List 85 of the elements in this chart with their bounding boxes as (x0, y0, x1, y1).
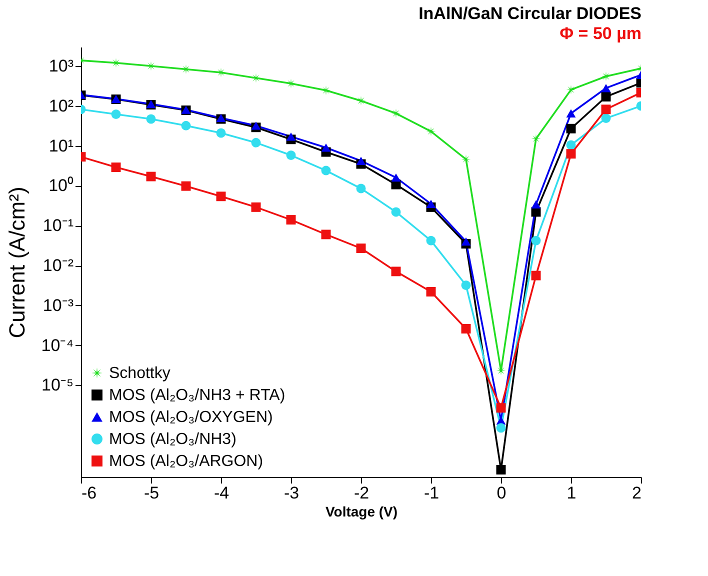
point (391, 108, 401, 118)
point (286, 78, 296, 88)
point (146, 172, 156, 182)
point (566, 109, 576, 118)
point (251, 73, 261, 83)
point (426, 287, 436, 296)
point (461, 237, 471, 246)
y-tick-label: 10⁻² (42, 256, 74, 276)
point (111, 109, 121, 119)
point (461, 280, 471, 290)
point (426, 200, 436, 208)
point (531, 134, 541, 144)
x-tick-label: -3 (284, 484, 300, 502)
chart-subtitle: Φ = 50 µm (560, 24, 642, 43)
point (181, 181, 191, 191)
point (251, 138, 261, 148)
point (601, 72, 611, 82)
point (321, 230, 331, 240)
point (461, 154, 471, 164)
point (601, 114, 611, 124)
point (321, 144, 331, 152)
y-tick-label: 10⁻³ (42, 296, 74, 315)
x-tick-label: -5 (144, 484, 160, 502)
point (321, 166, 331, 176)
point (391, 266, 401, 276)
point (601, 92, 611, 102)
point (531, 200, 541, 209)
x-tick-label: 1 (566, 484, 576, 502)
point (356, 96, 366, 106)
point (286, 215, 296, 225)
y-tick-label: 10¹ (48, 136, 74, 156)
x-tick-label: -1 (424, 484, 440, 502)
legend-label: MOS (Al₂O₃/OXYGEN) (109, 409, 273, 426)
x-tick-label: 2 (632, 484, 642, 502)
point (111, 58, 121, 68)
point (391, 207, 401, 217)
legend-label: MOS (Al₂O₃/NH3 + RTA) (109, 387, 286, 404)
legend-label: MOS (Al₂O₃/NH3) (109, 431, 236, 448)
point (251, 122, 261, 130)
point (426, 236, 436, 246)
y-axis-title: Current (A/cm²) (4, 186, 30, 338)
point (566, 140, 576, 150)
point (566, 149, 576, 159)
legend-label: MOS (Al₂O₃/ARGON) (109, 453, 264, 470)
point (216, 128, 226, 138)
point (146, 114, 156, 124)
x-tick-label: -2 (354, 484, 370, 502)
x-tick-label: 0 (496, 484, 506, 502)
chart-title: InAlN/GaN Circular DIODES (418, 4, 642, 23)
point (251, 202, 261, 212)
point (286, 132, 296, 141)
y-tick-label: 10⁰ (48, 176, 74, 196)
point (216, 192, 226, 202)
point (531, 270, 541, 280)
point (496, 366, 506, 376)
point (111, 162, 121, 172)
point (356, 184, 366, 194)
point (146, 61, 156, 71)
y-tick-label: 10⁻¹ (42, 216, 74, 236)
point (601, 104, 611, 114)
x-axis-title: Voltage (V) (325, 504, 398, 520)
y-tick-label: 10⁻⁴ (41, 336, 74, 355)
point (566, 124, 576, 134)
point (566, 84, 576, 94)
point (426, 126, 436, 136)
y-tick-label: 10³ (48, 56, 74, 76)
legend-label: Schottky (109, 365, 170, 382)
point (356, 244, 366, 254)
point (496, 465, 506, 474)
point (286, 150, 296, 160)
point (461, 324, 471, 334)
point (601, 84, 611, 92)
point (391, 173, 401, 182)
y-tick-label: 10⁻⁵ (42, 376, 74, 395)
point (496, 403, 506, 413)
point (531, 236, 541, 246)
x-tick-label: -4 (214, 484, 230, 502)
point (181, 120, 191, 130)
point (321, 86, 331, 96)
point (496, 423, 506, 433)
point (356, 156, 366, 165)
x-tick-label: -6 (82, 484, 97, 502)
point (216, 68, 226, 78)
y-tick-label: 10² (48, 96, 74, 116)
point (181, 64, 191, 74)
